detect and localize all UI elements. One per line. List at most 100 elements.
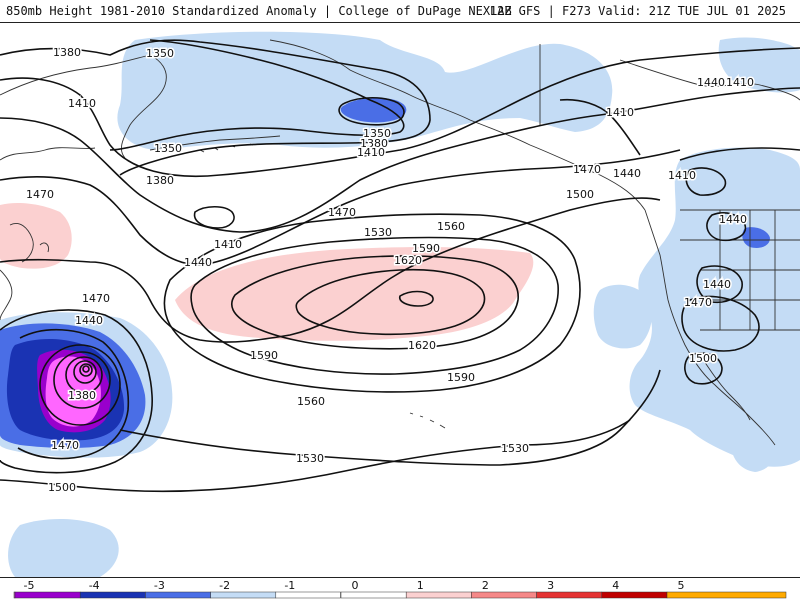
shade-neg1-eastpac	[593, 284, 652, 349]
legend-tick-label: 3	[547, 579, 554, 592]
contour-1380-north	[0, 39, 431, 176]
legend-swatch	[536, 591, 603, 599]
contour-label: 1530	[364, 226, 392, 239]
contour-1350-inner	[338, 96, 405, 126]
legend-tick-label: -5	[24, 579, 35, 592]
contour-1440-rockies	[696, 265, 743, 304]
contour-typhoon-ring2	[53, 351, 111, 409]
contour-label: 1590	[447, 371, 475, 384]
contour-1530	[163, 213, 581, 393]
contour-label: 1440	[719, 213, 747, 226]
coast-aleutians	[149, 135, 281, 153]
contour-label: 1380	[146, 174, 174, 187]
legend-swatch	[145, 591, 211, 599]
contour-label: 1500	[689, 352, 717, 365]
contour-1440-typhoon	[17, 328, 130, 460]
contour-label: 1560	[437, 220, 465, 233]
contour-1410-east	[559, 98, 641, 156]
contour-label: 1410	[606, 106, 634, 119]
shade-neg2-rockies	[742, 227, 770, 248]
contour-1440-n	[0, 87, 800, 233]
contour-1350-alaska	[109, 39, 405, 151]
contour-label: 1470	[51, 439, 79, 452]
legend-tick-label: -3	[154, 579, 165, 592]
contour-label: 1560	[297, 395, 325, 408]
contour-1530-s	[119, 369, 661, 466]
shade-neg1-mexico	[729, 424, 776, 472]
contour-label: 1530	[501, 442, 529, 455]
contour-1470-n	[0, 149, 681, 266]
contour-label: 1590	[412, 242, 440, 255]
legend-swatch	[79, 591, 146, 599]
contour-1410-low	[193, 205, 235, 229]
coastlines	[0, 39, 800, 446]
legend-swatch	[275, 591, 341, 599]
anomaly-legend: -5 -4 -3 -2 -1 0 1 2 3 4 5	[0, 577, 800, 600]
model-run-valid-time: 12Z GFS | F273 Valid: 21Z TUE JUL 01 202…	[489, 4, 786, 18]
shade-neg1-sw	[8, 518, 119, 577]
legend-swatch	[666, 591, 787, 599]
contour-label: 1470	[684, 296, 712, 309]
contour-label: 1350	[146, 47, 174, 60]
contour-1440-east	[679, 147, 800, 161]
contour-label: 1470	[573, 163, 601, 176]
contour-1620-inner	[398, 290, 434, 307]
legend-swatch	[601, 591, 668, 599]
contour-label: 1440	[184, 256, 212, 269]
contour-typhoon-ring6	[82, 365, 90, 373]
contour-label: 1440	[75, 314, 103, 327]
coast-pnw	[644, 209, 776, 446]
shade-pos1-japan	[0, 202, 72, 269]
coast-hawaii	[409, 412, 446, 429]
contour-label: 1590	[250, 349, 278, 362]
contour-1500-s	[0, 419, 631, 493]
contour-label: 1440	[697, 76, 725, 89]
legend-tick-label: -1	[284, 579, 295, 592]
legend-tick-label: -4	[89, 579, 100, 592]
legend-tick-label: 4	[612, 579, 619, 592]
contour-label: 1380	[360, 137, 388, 150]
contour-label: 1380	[68, 389, 96, 402]
legend-tick-label: 1	[417, 579, 424, 592]
contour-label: 1350	[363, 127, 391, 140]
shade-pos1-high	[175, 246, 534, 341]
contour-label: 1410	[357, 146, 385, 159]
coast-siberia	[0, 54, 167, 161]
contour-1560	[190, 236, 559, 375]
legend-tick-labels: -5 -4 -3 -2 -1 0 1 2 3 4 5	[24, 579, 685, 592]
header-bar: 850mb Height 1981-2010 Standardized Anom…	[0, 0, 800, 23]
contour-1410-westna	[685, 167, 727, 196]
contour-label: 1620	[408, 339, 436, 352]
contour-1410-n	[0, 47, 800, 178]
legend-tick-label: -2	[219, 579, 230, 592]
shade-neg1-alaska	[117, 31, 613, 150]
product-title: 850mb Height 1981-2010 Standardized Anom…	[6, 4, 512, 18]
legend-swatch	[340, 591, 407, 599]
contour-typhoon-ring3	[65, 356, 103, 394]
coast-japan	[9, 223, 49, 263]
anomaly-map[interactable]: 1380 1350 1410 1350 1380 1470 1410 1440 …	[0, 23, 800, 577]
contour-label: 1500	[48, 481, 76, 494]
legend-swatch	[471, 591, 537, 599]
contour-label: 1470	[26, 188, 54, 201]
contour-1500	[0, 197, 661, 343]
legend-colorbar	[13, 591, 787, 599]
contour-1590	[231, 255, 519, 350]
contour-typhoon-ring5	[79, 363, 93, 377]
coast-alaska	[269, 39, 646, 211]
height-contours	[0, 39, 800, 493]
coast-baja	[699, 354, 751, 421]
legend-tick-label: 5	[678, 579, 685, 592]
contour-label: 1470	[328, 206, 356, 219]
contour-label: 1410	[68, 97, 96, 110]
contour-label: 1440	[703, 278, 731, 291]
contour-label: 1410	[214, 238, 242, 251]
contour-typhoon-ring1	[39, 344, 121, 426]
contour-1410-rockies	[706, 212, 747, 242]
legend-swatch	[405, 591, 472, 599]
anomaly-shading	[0, 31, 800, 577]
contour-label: 1350	[154, 142, 182, 155]
shade-neg5-typhoon	[45, 356, 101, 427]
contour-label: 1440	[613, 167, 641, 180]
